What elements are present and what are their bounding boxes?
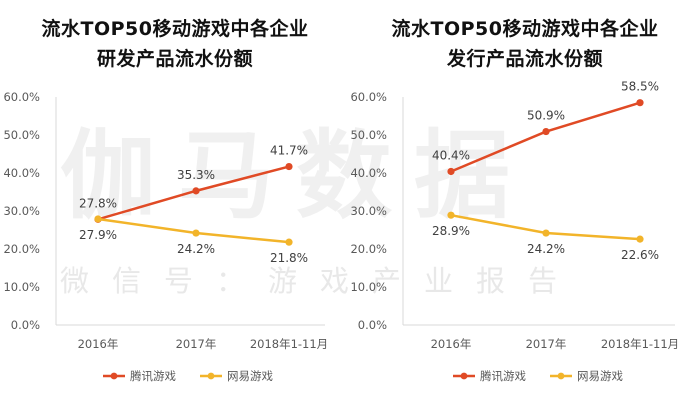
data-point (285, 162, 293, 171)
data-label: 27.8% (79, 196, 117, 210)
chart-title-line1: 流水TOP50移动游戏中各企业 (41, 18, 309, 40)
chart-panel-rd: 流水TOP50移动游戏中各企业 研发产品流水份额 0.0% 10.0% 20.0% 3… (3, 18, 328, 383)
y-tick-label: 20.0% (3, 242, 40, 256)
data-label: 58.5% (621, 80, 659, 94)
data-point (636, 235, 644, 243)
data-label: 24.2% (527, 242, 565, 256)
y-tick-label: 40.0% (3, 166, 40, 180)
x-tick-label: 2016年 (431, 337, 472, 351)
chart-panel-publish: 流水TOP50移动游戏中各企业 发行产品流水份额 0.0% 10.0% 20.0% 3… (350, 0, 700, 403)
legend-marker (207, 372, 215, 380)
y-tick-label: 0.0% (358, 318, 387, 332)
data-point (285, 238, 293, 246)
x-tick-label: 2018年1-11月 (250, 337, 328, 351)
x-tick-label: 2017年 (526, 337, 567, 351)
y-tick-label: 0.0% (11, 318, 40, 332)
x-tick-label: 2018年1-11月 (601, 337, 679, 351)
line-chart-publish: 0.0% 10.0% 20.0% 30.0% 40.0% 50.0% 60.0% 2016年 2… (350, 80, 679, 383)
y-tick-label: 30.0% (3, 204, 40, 218)
data-label: 28.9% (432, 224, 470, 238)
y-tick-label: 60.0% (350, 90, 387, 104)
data-point (447, 167, 455, 176)
line-chart-rd: 0.0% 10.0% 20.0% 30.0% 40.0% 50.0% 60.0% 2016年 2… (3, 90, 328, 383)
legend-label: 腾讯游戏 (130, 369, 176, 383)
data-point (542, 127, 550, 136)
y-tick-label: 50.0% (350, 128, 387, 142)
x-tick-label: 2016年 (78, 337, 119, 351)
chart-title-line2: 研发产品流水份额 (96, 48, 253, 70)
chart-title-line2: 发行产品流水份额 (446, 48, 603, 70)
y-tick-label: 10.0% (3, 280, 40, 294)
data-point (192, 187, 200, 195)
y-tick-label: 30.0% (350, 204, 387, 218)
data-label: 22.6% (621, 248, 659, 262)
data-label: 21.8% (270, 251, 308, 265)
data-point (447, 211, 455, 219)
legend-marker (460, 372, 468, 380)
legend-label: 腾讯游戏 (480, 369, 526, 383)
data-label: 40.4% (432, 148, 470, 162)
data-label: 35.3% (177, 168, 215, 182)
y-tick-label: 20.0% (350, 242, 387, 256)
legend-marker (557, 372, 565, 380)
data-label: 50.9% (527, 109, 565, 123)
y-tick-label: 40.0% (350, 166, 387, 180)
y-tick-label: 50.0% (3, 128, 40, 142)
x-tick-label: 2017年 (176, 337, 217, 351)
data-point (94, 215, 102, 223)
legend-label: 网易游戏 (227, 369, 273, 383)
data-point (636, 99, 644, 107)
data-label: 24.2% (177, 242, 215, 256)
data-point (542, 229, 550, 237)
y-tick-label: 60.0% (3, 90, 40, 104)
legend-marker (110, 372, 118, 380)
data-label: 41.7% (270, 144, 308, 158)
chart-title-line1: 流水TOP50移动游戏中各企业 (391, 18, 659, 40)
data-label: 27.9% (79, 228, 117, 242)
legend-label: 网易游戏 (577, 369, 623, 383)
y-tick-label: 10.0% (350, 280, 387, 294)
data-point (192, 229, 200, 237)
